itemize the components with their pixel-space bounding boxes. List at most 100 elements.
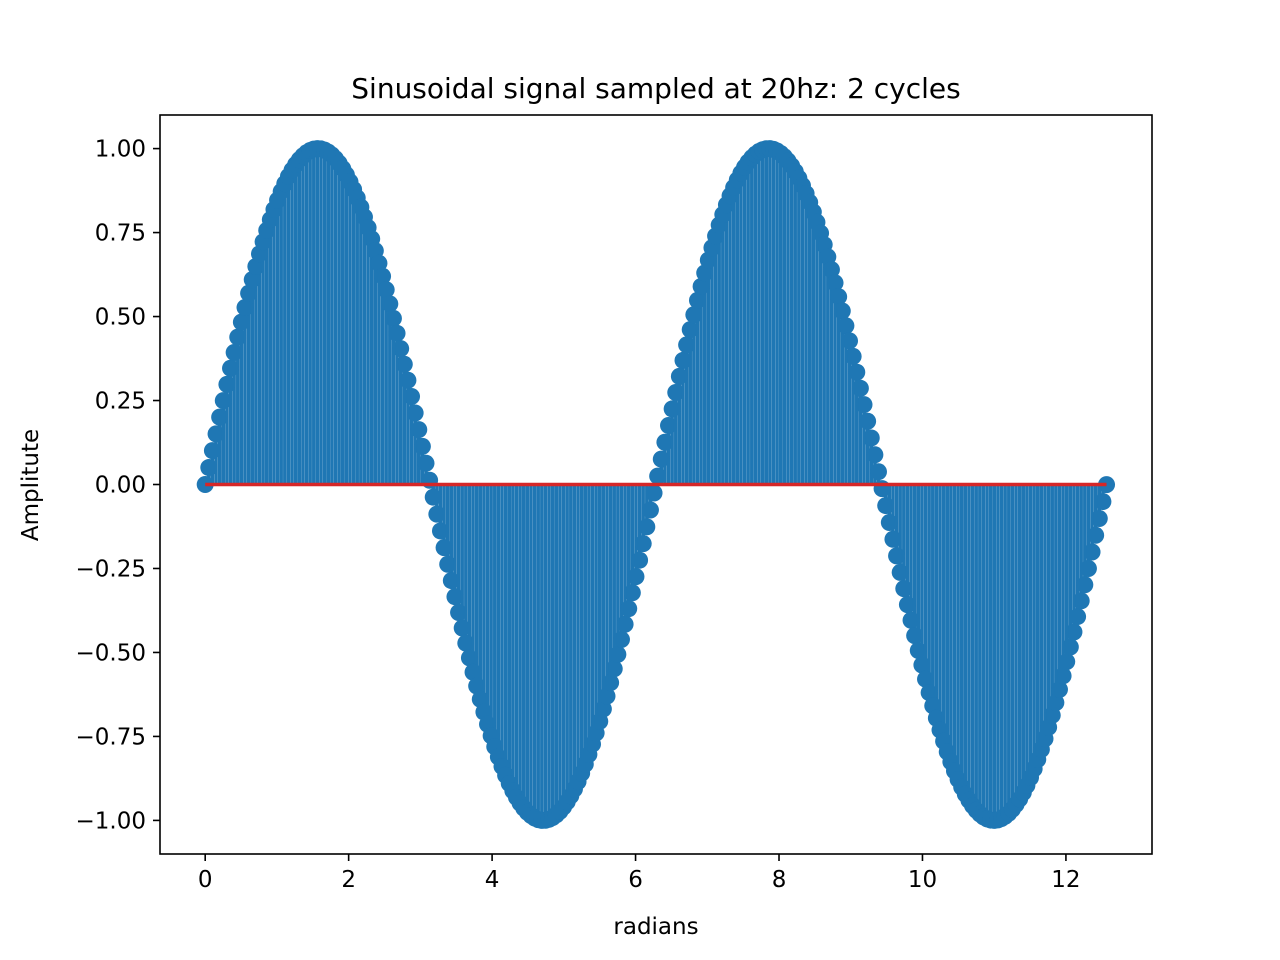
- stem-marker: [645, 484, 663, 502]
- x-tick-label: 4: [485, 867, 500, 893]
- stem-marker: [612, 631, 630, 648]
- stem-marker: [859, 412, 877, 430]
- stem-marker: [598, 687, 616, 705]
- x-tick-label: 8: [772, 867, 787, 893]
- stem-marker: [232, 313, 250, 331]
- x-tick-label: 10: [908, 867, 937, 893]
- stem-marker: [388, 324, 406, 342]
- stem-marker: [884, 530, 902, 548]
- x-tick-label: 2: [341, 867, 356, 893]
- stem-marker: [877, 497, 895, 515]
- stem-marker: [203, 442, 221, 460]
- stem-marker: [848, 363, 866, 381]
- stem-marker: [826, 274, 844, 292]
- stem-marker: [1094, 493, 1112, 511]
- stem-markers: [196, 140, 1116, 829]
- x-tick-label: 12: [1051, 867, 1080, 893]
- stem-marker: [638, 518, 656, 536]
- chart-title: Sinusoidal signal sampled at 20hz: 2 cyc…: [351, 72, 960, 105]
- stem-marker: [873, 480, 891, 498]
- x-axis: 0 2 4 6 8 10 12: [198, 854, 1081, 893]
- stem-marker: [222, 359, 240, 377]
- stem-marker: [830, 288, 848, 306]
- stem-marker: [1076, 576, 1094, 594]
- stem-marker: [1083, 543, 1101, 561]
- y-tick-label: 0.00: [95, 473, 146, 499]
- y-tick-label: −1.00: [76, 808, 146, 834]
- stem-marker: [377, 281, 395, 299]
- y-tick-label: 0.75: [95, 221, 146, 247]
- stem-marker: [413, 437, 431, 455]
- y-axis: 1.00 0.75 0.50 0.25 0.00 −0.25 −0.50 −0.75 −1.00: [76, 137, 160, 834]
- stem-marker: [1065, 623, 1083, 641]
- stem-marker: [453, 619, 471, 637]
- stem-marker: [822, 261, 840, 279]
- stem-marker: [837, 317, 855, 335]
- stem-marker: [862, 429, 880, 447]
- stem-marker: [649, 467, 667, 485]
- stem-marker: [902, 611, 920, 629]
- stem-marker: [395, 355, 413, 373]
- stem-marker: [602, 674, 620, 692]
- stem-marker: [1072, 592, 1090, 610]
- stem-marker: [1079, 559, 1097, 577]
- stem-marker: [1090, 509, 1108, 527]
- stem-marker: [688, 291, 706, 309]
- stem-marker: [909, 642, 927, 660]
- stem-marker: [1087, 526, 1105, 544]
- stem-marker: [920, 684, 938, 702]
- y-tick-label: −0.25: [76, 556, 146, 582]
- stem-marker: [605, 660, 623, 678]
- stem-marker: [627, 568, 645, 586]
- stem-marker: [207, 425, 225, 443]
- stem-marker: [214, 392, 232, 410]
- stem-marker: [685, 306, 703, 324]
- stem-marker: [656, 433, 674, 451]
- stem-marker: [450, 604, 468, 622]
- stem-marker: [406, 404, 424, 422]
- stem-marker: [446, 588, 464, 606]
- stem-marker: [620, 600, 638, 618]
- stem-marker: [240, 284, 258, 302]
- stem-marker: [681, 321, 699, 339]
- stem-marker: [442, 572, 460, 590]
- stem-marker: [866, 446, 884, 464]
- stem-marker: [431, 522, 449, 540]
- stem-marker: [880, 513, 898, 531]
- stem-marker: [652, 450, 670, 468]
- y-tick-label: 0.25: [95, 389, 146, 415]
- stem-marker: [869, 463, 887, 481]
- stem-marker: [211, 408, 229, 426]
- stem-marker: [384, 309, 402, 327]
- stem-marker: [855, 396, 873, 414]
- stem-marker: [229, 328, 247, 346]
- y-tick-label: −0.50: [76, 640, 146, 666]
- stem-marker: [917, 670, 935, 688]
- stem-marker: [913, 656, 931, 674]
- stem-marker: [392, 340, 410, 358]
- stem-marker: [888, 547, 906, 565]
- stem-marker: [370, 254, 388, 272]
- stem-marker: [678, 336, 696, 354]
- stem-marker: [464, 663, 482, 681]
- stem-marker: [435, 539, 453, 557]
- stem-marker: [696, 264, 714, 282]
- stem-marker: [609, 645, 627, 663]
- x-tick-label: 6: [628, 867, 643, 893]
- stem-marker: [243, 271, 261, 289]
- stem-marker: [1069, 608, 1087, 626]
- stem-marker: [833, 302, 851, 320]
- stem-marker: [660, 417, 678, 435]
- stem-marker: [417, 454, 435, 472]
- stem-marker: [1050, 681, 1068, 698]
- stem-marker: [634, 535, 652, 553]
- stem-marker: [819, 248, 837, 266]
- stem-marker: [674, 351, 692, 369]
- stem-marker: [439, 555, 457, 573]
- stem-marker: [225, 344, 243, 362]
- stem-marker: [670, 367, 688, 385]
- stem-marker: [891, 563, 909, 581]
- stem-marker: [851, 379, 869, 397]
